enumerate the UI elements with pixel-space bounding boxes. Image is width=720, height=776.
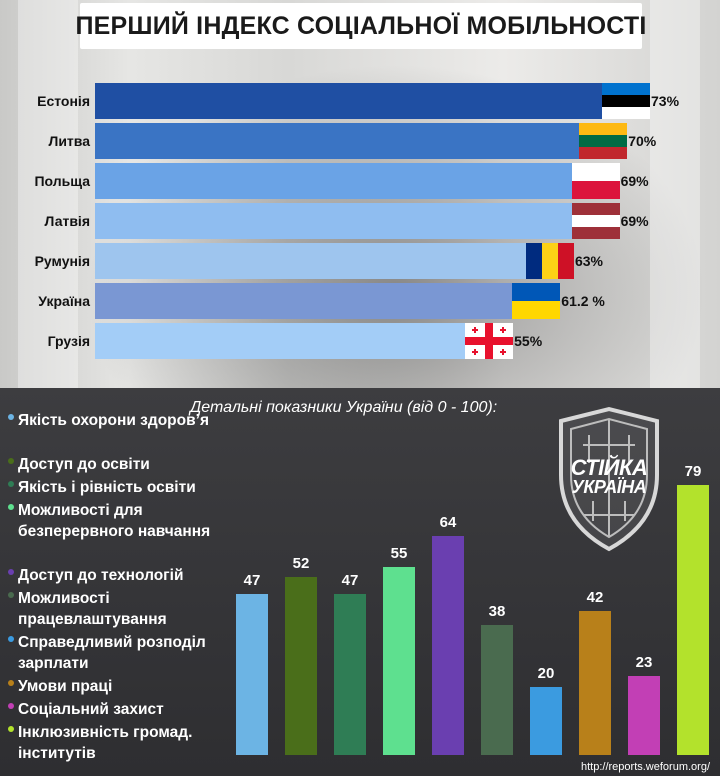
bar bbox=[481, 625, 513, 755]
category-label: Україна bbox=[38, 293, 90, 309]
bar bbox=[628, 676, 660, 755]
value-label: 73% bbox=[651, 93, 680, 109]
shield-emblem-icon: СТІЙКА УКРАЇНА bbox=[553, 405, 665, 553]
legend-bullet-icon bbox=[8, 504, 14, 510]
category-label: Естонія bbox=[37, 93, 90, 109]
legend-label: Доступ до освіти bbox=[18, 456, 150, 473]
bar bbox=[334, 594, 366, 755]
bar bbox=[432, 536, 464, 755]
legend-label: Інклюзивність громад. інститутів bbox=[18, 724, 193, 762]
latvia-flag-icon bbox=[571, 203, 620, 239]
legend-bullet-icon bbox=[8, 592, 14, 598]
legend-bullet-icon bbox=[8, 414, 14, 420]
legend-bullet-icon bbox=[8, 569, 14, 575]
category-label: Латвія bbox=[44, 213, 90, 229]
bar bbox=[285, 577, 317, 755]
bar bbox=[95, 243, 574, 279]
detail-chart-title: Детальні показники України (від 0 - 100)… bbox=[190, 399, 498, 416]
bar bbox=[95, 203, 620, 239]
background-pillar bbox=[650, 0, 700, 390]
legend-label: Можливості для безперервного навчання bbox=[18, 502, 211, 540]
value-label: 63% bbox=[574, 253, 603, 269]
logo-text-line2: УКРАЇНА bbox=[571, 477, 647, 497]
value-label: 55 bbox=[390, 545, 408, 563]
value-label: 55% bbox=[514, 333, 543, 349]
poland-flag-icon bbox=[571, 163, 620, 199]
bar bbox=[236, 594, 268, 755]
value-label: 42 bbox=[586, 589, 604, 607]
bar bbox=[579, 611, 611, 755]
value-label: 23 bbox=[635, 654, 653, 672]
legend-bullet-icon bbox=[8, 458, 14, 464]
value-label: 69% bbox=[620, 173, 649, 189]
bar bbox=[95, 163, 620, 199]
bar bbox=[530, 686, 562, 755]
legend-label: Умови праці bbox=[18, 678, 113, 695]
value-label: 64 bbox=[439, 514, 457, 532]
legend-label: Соціальний захист bbox=[18, 701, 164, 718]
category-label: Грузія bbox=[47, 333, 90, 349]
legend-bullet-icon bbox=[8, 636, 14, 642]
value-label: 47 bbox=[341, 572, 359, 590]
legend-bullet-icon bbox=[8, 481, 14, 487]
legend-label: Якість охорони здоров’я bbox=[18, 412, 209, 429]
value-label: 20 bbox=[537, 664, 555, 682]
page-title: ПЕРШИЙ ІНДЕКС СОЦІАЛЬНОЇ МОБІЛЬНОСТІ bbox=[75, 11, 647, 40]
value-label: 38 bbox=[488, 603, 506, 621]
source-link[interactable]: http://reports.weforum.org/ bbox=[581, 761, 710, 773]
georgia-flag-icon bbox=[465, 323, 514, 359]
category-label: Румунія bbox=[34, 253, 90, 269]
logo-text-line1: СТІЙКА bbox=[570, 455, 648, 480]
category-label: Литва bbox=[48, 133, 91, 149]
legend-label: Якість і рівність освіти bbox=[18, 479, 196, 496]
background-pillar bbox=[18, 0, 78, 390]
value-label: 52 bbox=[292, 555, 310, 573]
legend-bullet-icon bbox=[8, 703, 14, 709]
value-label: 69% bbox=[620, 213, 649, 229]
bar bbox=[95, 83, 650, 119]
lithuania-flag-icon bbox=[579, 123, 628, 159]
legend-label: Можливості працевлаштування bbox=[18, 590, 167, 628]
bar bbox=[95, 123, 628, 159]
value-label: 70% bbox=[628, 133, 657, 149]
title-banner: ПЕРШИЙ ІНДЕКС СОЦІАЛЬНОЇ МОБІЛЬНОСТІ bbox=[75, 3, 646, 49]
bar bbox=[383, 567, 415, 755]
legend-label: Доступ до технологій bbox=[18, 567, 184, 584]
shield-emblem-shape bbox=[559, 406, 659, 552]
social-mobility-bar-chart: Естонія 73% Литва 70% Польща 69% Латвія 69% Руму… bbox=[0, 78, 720, 388]
bar bbox=[95, 283, 561, 319]
value-label: 47 bbox=[243, 572, 261, 590]
legend-bullet-icon bbox=[8, 680, 14, 686]
category-label: Польща bbox=[34, 173, 90, 189]
legend-label: Справедливий розподіл зарплати bbox=[18, 634, 206, 672]
romania-flag-icon bbox=[525, 243, 574, 279]
bar bbox=[677, 485, 709, 755]
estonia-flag-icon bbox=[602, 83, 650, 119]
bar bbox=[95, 323, 514, 359]
legend-bullet-icon bbox=[8, 726, 14, 732]
ukraine-flag-icon bbox=[512, 283, 561, 319]
value-label: 79 bbox=[684, 463, 702, 480]
value-label: 61.2 % bbox=[561, 293, 605, 309]
ukraine-detail-bar-chart: 47 52 47 55 64 38 20 42 23 79 bbox=[220, 440, 720, 755]
